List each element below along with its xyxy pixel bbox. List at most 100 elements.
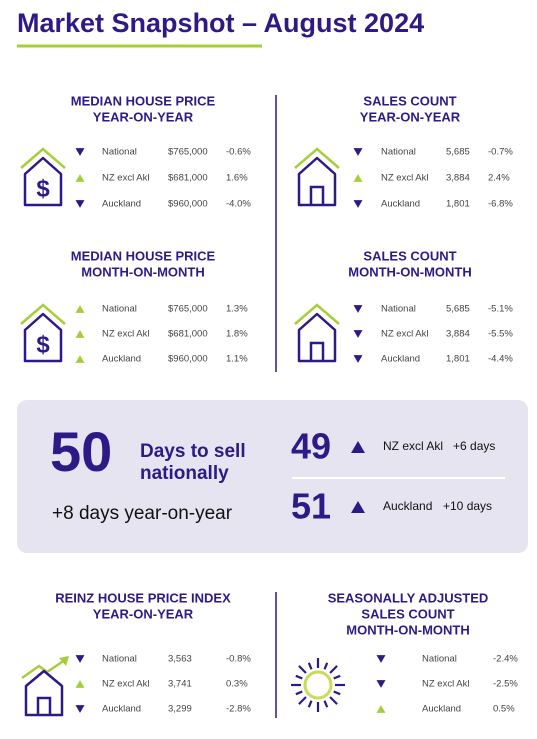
region: Auckland	[102, 354, 141, 365]
sun-ray	[323, 700, 329, 708]
sun-ray	[295, 674, 303, 680]
region: NZ excl Akl	[422, 679, 470, 690]
change: 1.6%	[226, 173, 248, 184]
change: +6 days	[453, 439, 495, 453]
trend-arrow	[75, 355, 85, 363]
value: 3,884	[446, 173, 470, 184]
region: NZ excl Akl	[102, 679, 150, 690]
panel-title: MONTH-ON-MONTH	[81, 264, 204, 279]
change: -4.4%	[488, 354, 513, 365]
trend-arrow	[75, 705, 85, 713]
sun-ray	[329, 665, 338, 674]
region: National	[422, 654, 457, 665]
region: NZ excl Akl	[102, 173, 150, 184]
change: -4.0%	[226, 199, 251, 210]
change: -5.5%	[488, 329, 513, 340]
change: 1.3%	[226, 304, 248, 315]
value: $765,000	[168, 304, 208, 315]
sun-ray	[323, 662, 329, 670]
sun-ray	[298, 696, 307, 705]
trend-arrow	[75, 200, 85, 208]
region: National	[102, 304, 137, 315]
days-box	[17, 400, 528, 553]
change: +10 days	[443, 499, 492, 513]
panel-title: SALES COUNT	[361, 606, 454, 621]
change: -6.8%	[488, 199, 513, 210]
sun-ray	[329, 696, 338, 705]
page-title: Market Snapshot – August 2024	[17, 8, 424, 38]
house-icon	[293, 147, 341, 207]
panel-title: SALES COUNT	[363, 248, 456, 263]
change: 0.5%	[493, 704, 515, 715]
dollar-icon	[36, 331, 51, 359]
trend-arrow	[353, 174, 363, 182]
trend-arrow	[353, 148, 363, 156]
trend-arrow	[75, 174, 85, 182]
panel-title: SEASONALLY ADJUSTED	[328, 590, 489, 605]
headline-label: Days to sell	[140, 441, 246, 462]
value: $960,000	[168, 199, 208, 210]
trend-arrow	[353, 305, 363, 313]
change: -0.6%	[226, 147, 251, 158]
trend-arrow	[376, 705, 386, 713]
region: National	[102, 654, 137, 665]
region: National	[381, 147, 416, 158]
change: -5.1%	[488, 304, 513, 315]
panel-title: MONTH-ON-MONTH	[348, 264, 471, 279]
sun-icon	[291, 658, 345, 712]
change: -0.7%	[488, 147, 513, 158]
value: 1,801	[446, 354, 470, 365]
trend-arrow	[75, 148, 85, 156]
region: Auckland	[383, 499, 432, 513]
value: $765,000	[168, 147, 208, 158]
value: 3,741	[168, 679, 192, 690]
sun-ray	[333, 674, 341, 680]
region: NZ excl Akl	[102, 329, 150, 340]
trend-arrow	[75, 305, 85, 313]
trend-arrow	[75, 655, 85, 663]
sun-ray	[307, 700, 313, 708]
trend-arrow	[353, 355, 363, 363]
region: NZ excl Akl	[381, 173, 429, 184]
region: National	[102, 147, 137, 158]
change: -2.4%	[493, 654, 518, 665]
change: 1.1%	[226, 354, 248, 365]
door-icon	[309, 341, 325, 363]
trend-arrow	[376, 655, 386, 663]
panel-title: MEDIAN HOUSE PRICE	[71, 248, 216, 263]
panel-title: YEAR-ON-YEAR	[93, 109, 194, 124]
house-growth-icon	[20, 656, 71, 717]
sun-ray	[295, 690, 303, 696]
value: 5,685	[446, 147, 470, 158]
headline-yoy: +8 days year-on-year	[52, 503, 233, 524]
region: National	[381, 304, 416, 315]
sun-ray	[333, 690, 341, 696]
region: Auckland	[102, 704, 141, 715]
change: -2.5%	[493, 679, 518, 690]
dollar-icon	[36, 175, 51, 203]
value: 3,563	[168, 654, 192, 665]
value: 5,685	[446, 304, 470, 315]
sun-ray	[298, 665, 307, 674]
value: 1,801	[446, 199, 470, 210]
region: Auckland	[422, 704, 461, 715]
value: 3,299	[168, 704, 192, 715]
trend-arrow	[75, 330, 85, 338]
value: 3,884	[446, 329, 470, 340]
trend-arrow	[376, 680, 386, 688]
value: $681,000	[168, 329, 208, 340]
sun-ray	[307, 662, 313, 670]
panel-title: MONTH-ON-MONTH	[346, 622, 469, 637]
trend-arrow	[353, 200, 363, 208]
region: NZ excl Akl	[383, 439, 443, 453]
change: -2.8%	[226, 704, 251, 715]
change: 1.8%	[226, 329, 248, 340]
door-icon	[309, 185, 325, 207]
value: $960,000	[168, 354, 208, 365]
trend-arrow	[351, 441, 365, 453]
region: Auckland	[102, 199, 141, 210]
panel-title: SALES COUNT	[363, 93, 456, 108]
region: Auckland	[381, 199, 420, 210]
panel-title: REINZ HOUSE PRICE INDEX	[55, 590, 231, 605]
